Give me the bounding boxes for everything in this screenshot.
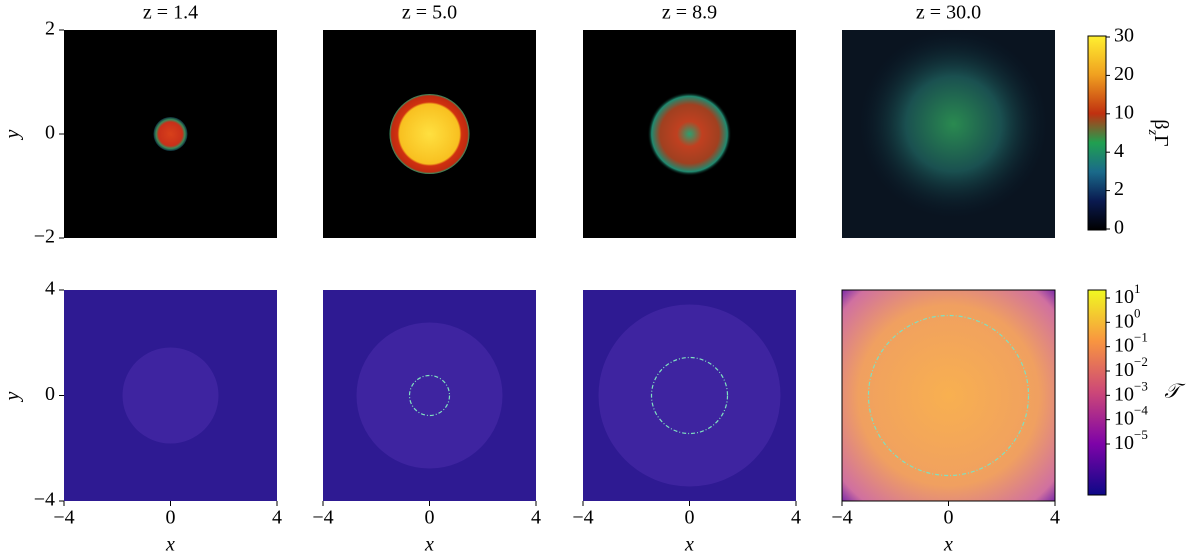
contour <box>867 314 1030 477</box>
panel-title: z = 30.0 <box>916 2 981 24</box>
x-tick-label: 4 <box>531 507 541 529</box>
x-tick-label: 4 <box>272 507 282 529</box>
x-tick-label: 0 <box>425 507 435 529</box>
colorbar-tick-label: 10−4 <box>1114 403 1148 429</box>
x-axis-label: x <box>165 534 175 556</box>
colorbar-tick-label: 20 <box>1114 63 1134 85</box>
tick-base: 10 <box>1114 407 1134 429</box>
outer-shell <box>356 322 503 469</box>
colorbar-tick-label: 0 <box>1114 217 1124 239</box>
y-tick-label: −2 <box>34 226 55 248</box>
x-tick-label: 0 <box>944 507 954 529</box>
colorbar-label-part: Γ <box>1150 135 1172 147</box>
x-axis-label: x <box>943 534 953 556</box>
x-tick-label: 0 <box>166 507 176 529</box>
colorbar-tick-label: 10−5 <box>1114 427 1148 453</box>
colorbar-tick-label: 10−3 <box>1114 379 1148 405</box>
colorbar-label: βzΓ <box>1145 119 1172 146</box>
colorbar <box>1087 35 1107 231</box>
tick-base: 10 <box>1114 383 1134 405</box>
y-tick-label: 0 <box>45 383 55 405</box>
tick-exponent: −5 <box>1134 427 1148 442</box>
y-tick-label: 4 <box>45 278 55 300</box>
colorbar <box>1087 289 1107 496</box>
x-tick-label: −4 <box>572 507 593 529</box>
colorbar-tick-label: 10−1 <box>1114 330 1148 356</box>
x-tick-label: 0 <box>685 507 695 529</box>
density-blob <box>842 290 1055 501</box>
tick-base: 10 <box>1114 432 1134 454</box>
colorbar-tick-label: 2 <box>1114 178 1124 200</box>
tick-exponent: 0 <box>1134 306 1141 321</box>
density-blob <box>389 94 470 174</box>
tick-exponent: −1 <box>1134 330 1148 345</box>
y-axis-label: y <box>2 391 24 402</box>
panel-title: z = 5.0 <box>402 2 457 24</box>
x-tick-label: 4 <box>1050 507 1060 529</box>
tick-exponent: −3 <box>1134 379 1148 394</box>
tick-base: 10 <box>1114 334 1134 356</box>
panel-title: z = 8.9 <box>662 2 717 24</box>
colorbar-tick-label: 100 <box>1114 306 1141 332</box>
colorbar-label: 𝒯 <box>1164 381 1186 403</box>
x-tick-label: −4 <box>53 507 74 529</box>
density-blob <box>858 29 1049 219</box>
y-axis-label: y <box>2 129 24 140</box>
panel-title: z = 1.4 <box>143 2 198 24</box>
colorbar-tick-label: 10 <box>1114 101 1134 123</box>
density-blob <box>153 117 188 151</box>
colorbar-tick-label: 10−2 <box>1114 354 1148 380</box>
colorbar-label-part: z <box>1145 129 1160 136</box>
outer-shell <box>598 304 781 487</box>
colorbar-label-part: β <box>1150 119 1172 129</box>
tick-base: 10 <box>1114 310 1134 332</box>
tick-exponent: −2 <box>1134 354 1148 369</box>
colorbar-tick-label: 4 <box>1114 140 1124 162</box>
y-tick-label: −4 <box>34 489 55 511</box>
contour <box>650 356 729 435</box>
y-tick-label: 0 <box>45 122 55 144</box>
colorbar-tick-label: 101 <box>1114 281 1141 307</box>
x-axis-label: x <box>424 534 434 556</box>
x-tick-label: −4 <box>312 507 333 529</box>
density-blob <box>647 92 732 176</box>
tick-exponent: −4 <box>1134 403 1148 418</box>
contour <box>408 374 451 417</box>
tick-exponent: 1 <box>1134 281 1141 296</box>
x-axis-label: x <box>684 534 694 556</box>
y-tick-label: 2 <box>45 18 55 40</box>
x-tick-label: −4 <box>831 507 852 529</box>
x-tick-label: 4 <box>791 507 801 529</box>
colorbar-tick-label: 30 <box>1114 25 1134 47</box>
tick-base: 10 <box>1114 359 1134 381</box>
tick-base: 10 <box>1114 286 1134 308</box>
outer-shell <box>122 347 219 444</box>
